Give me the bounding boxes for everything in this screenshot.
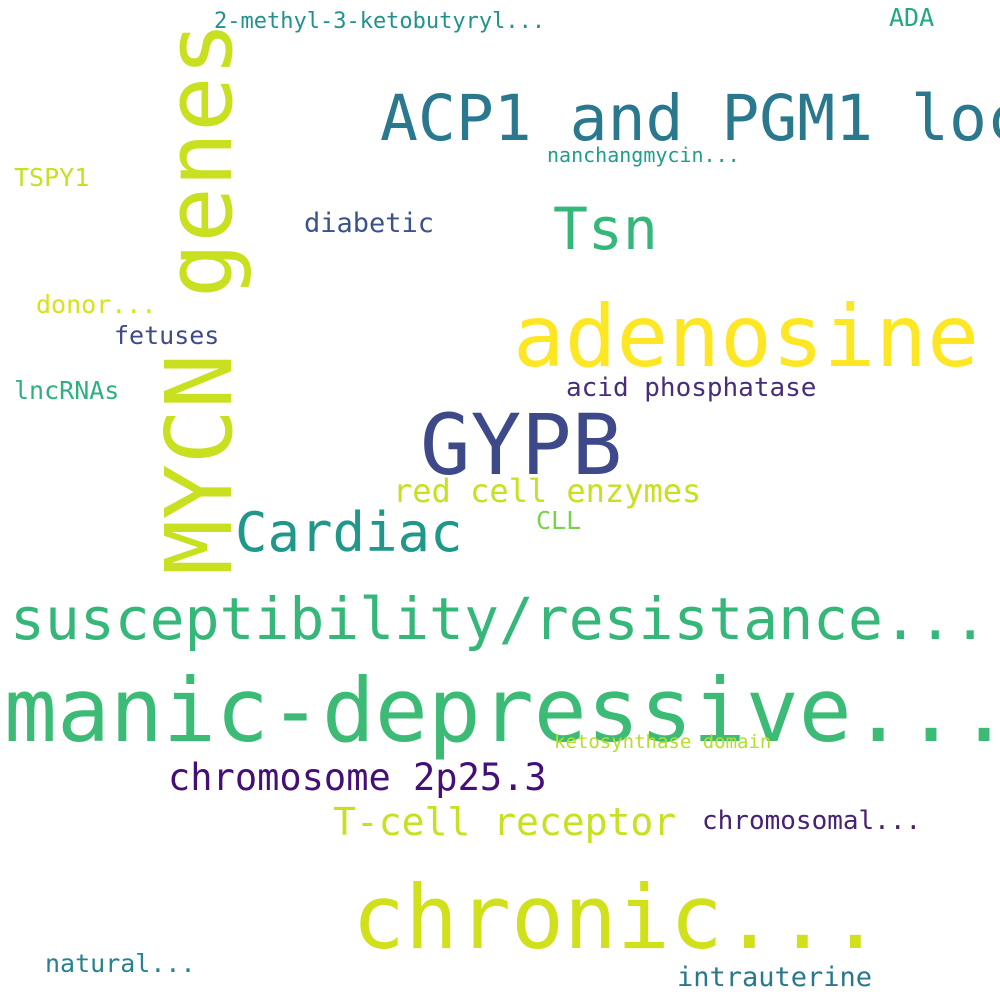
- word-lncrnas: lncRNAs: [14, 376, 120, 405]
- word-manic-depressive: manic-depressive...: [4, 659, 1000, 762]
- word-susceptibility-resistance: susceptibility/resistance...: [10, 585, 988, 653]
- word-ketosynthase-domain: ketosynthase domain: [554, 731, 772, 753]
- word-diabetic: diabetic: [304, 208, 435, 239]
- word-red-cell-enzymes: red cell enzymes: [393, 472, 702, 510]
- word-mycn-genes: MYCN genes: [146, 21, 253, 575]
- word-ada: ADA: [889, 3, 935, 32]
- word-acp1-and-pgm1-loci: ACP1 and PGM1 loci: [380, 82, 1000, 155]
- word-fetuses: fetuses: [114, 321, 220, 350]
- word-intrauterine: intrauterine: [677, 962, 873, 993]
- word-donor: donor...: [36, 290, 157, 319]
- word-chronic: chronic...: [352, 866, 882, 969]
- word-cll: CLL: [536, 506, 582, 535]
- word-cardiac: Cardiac: [235, 501, 463, 564]
- word-tsn: Tsn: [553, 195, 658, 263]
- word-gypb: GYPB: [420, 396, 623, 494]
- word-natural: natural...: [45, 949, 196, 978]
- word-chromosomal: chromosomal...: [702, 806, 922, 836]
- word-2-methyl-3-ketobutyryl: 2-methyl-3-ketobutyryl...: [214, 9, 546, 34]
- word-chromosome-2p25-3: chromosome 2p25.3: [168, 756, 547, 799]
- word-t-cell-receptor: T-cell receptor: [333, 800, 677, 844]
- word-nanchangmycin: nanchangmycin...: [547, 143, 740, 167]
- word-acid-phosphatase: acid phosphatase: [566, 373, 817, 403]
- word-tspy1: TSPY1: [14, 163, 90, 192]
- word-adenosine: adenosine: [513, 287, 979, 387]
